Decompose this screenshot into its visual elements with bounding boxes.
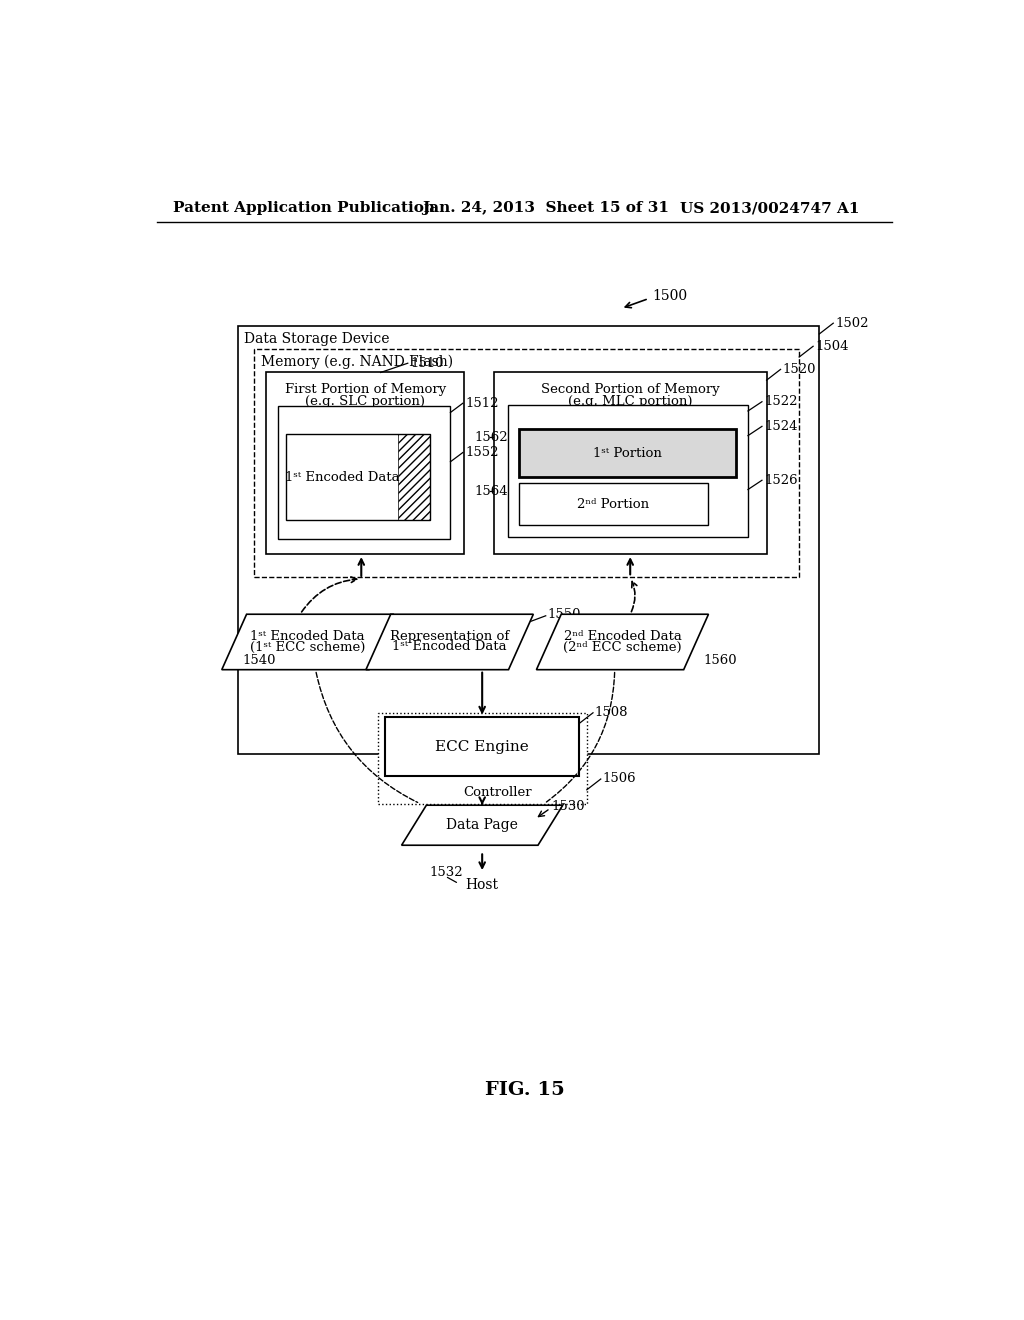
Text: 1510: 1510 (410, 356, 443, 370)
Text: 1524: 1524 (764, 420, 798, 433)
Polygon shape (537, 614, 709, 669)
FancyBboxPatch shape (238, 326, 819, 754)
Text: Host: Host (466, 878, 499, 892)
Text: 1ˢᵗ Portion: 1ˢᵗ Portion (593, 446, 662, 459)
FancyBboxPatch shape (518, 429, 735, 478)
Text: ECC Engine: ECC Engine (435, 739, 529, 754)
Text: FIG. 15: FIG. 15 (485, 1081, 564, 1100)
Text: 1ˢᵗ Encoded Data: 1ˢᵗ Encoded Data (392, 640, 507, 653)
Text: 1504: 1504 (815, 339, 849, 352)
Text: 2ⁿᵈ Encoded Data: 2ⁿᵈ Encoded Data (563, 631, 681, 643)
Text: (1ˢᵗ ECC scheme): (1ˢᵗ ECC scheme) (250, 640, 366, 653)
Text: 1522: 1522 (764, 395, 798, 408)
FancyBboxPatch shape (508, 405, 748, 537)
Text: Jan. 24, 2013  Sheet 15 of 31: Jan. 24, 2013 Sheet 15 of 31 (423, 202, 670, 215)
Text: 1564: 1564 (474, 484, 508, 498)
Polygon shape (401, 805, 563, 845)
Text: 1512: 1512 (465, 397, 499, 409)
FancyBboxPatch shape (378, 713, 587, 804)
Text: 1ˢᵗ Encoded Data: 1ˢᵗ Encoded Data (251, 631, 366, 643)
Text: 2ⁿᵈ Physical Page: 2ⁿᵈ Physical Page (570, 412, 686, 425)
Text: First Portion of Memory: First Portion of Memory (285, 383, 445, 396)
Text: (e.g. MLC portion): (e.g. MLC portion) (568, 395, 692, 408)
Text: Representation of: Representation of (390, 631, 509, 643)
Text: 1530: 1530 (552, 800, 586, 813)
Polygon shape (222, 614, 394, 669)
Text: Controller: Controller (464, 787, 532, 800)
Text: Memory (e.g. NAND Flash): Memory (e.g. NAND Flash) (261, 355, 454, 368)
Text: 1ˢᵗ Physical Page: 1ˢᵗ Physical Page (308, 413, 421, 426)
Text: 1562: 1562 (474, 430, 508, 444)
FancyBboxPatch shape (518, 483, 708, 525)
FancyBboxPatch shape (279, 407, 451, 539)
FancyBboxPatch shape (254, 350, 799, 577)
Text: 1508: 1508 (595, 706, 628, 719)
Text: 1506: 1506 (602, 772, 636, 785)
Text: 1526: 1526 (764, 474, 798, 487)
FancyBboxPatch shape (385, 718, 579, 776)
Text: Data Page: Data Page (446, 818, 518, 832)
FancyBboxPatch shape (286, 434, 430, 520)
Text: US 2013/0024747 A1: US 2013/0024747 A1 (680, 202, 859, 215)
Text: 1ˢᵗ Encoded Data: 1ˢᵗ Encoded Data (285, 471, 399, 483)
Text: 1552: 1552 (465, 446, 499, 459)
Text: Data Storage Device: Data Storage Device (245, 331, 390, 346)
Text: 1550: 1550 (547, 607, 581, 620)
FancyBboxPatch shape (266, 372, 464, 554)
FancyBboxPatch shape (494, 372, 767, 554)
Text: 1532: 1532 (429, 866, 463, 879)
Text: 1560: 1560 (703, 653, 737, 667)
Text: (2ⁿᵈ ECC scheme): (2ⁿᵈ ECC scheme) (563, 640, 682, 653)
Text: 2ⁿᵈ Portion: 2ⁿᵈ Portion (578, 498, 649, 511)
Text: 1520: 1520 (783, 363, 816, 376)
Polygon shape (366, 614, 534, 669)
Text: 1500: 1500 (652, 289, 687, 304)
Text: (e.g. SLC portion): (e.g. SLC portion) (305, 395, 425, 408)
Text: 1502: 1502 (836, 317, 869, 330)
Text: Second Portion of Memory: Second Portion of Memory (541, 383, 720, 396)
Text: 1540: 1540 (243, 653, 276, 667)
Text: Patent Application Publication: Patent Application Publication (173, 202, 435, 215)
